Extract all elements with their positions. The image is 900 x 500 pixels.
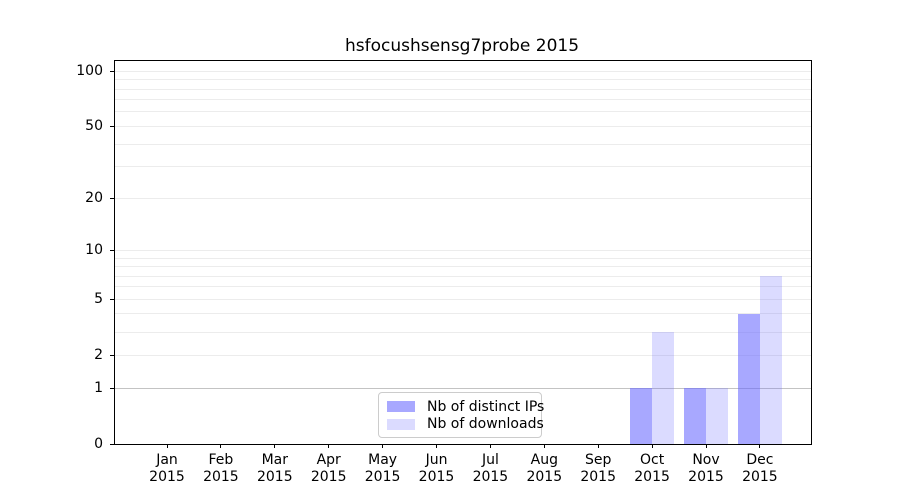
chart-title: hsfocushsensg7probe 2015 — [344, 36, 580, 56]
y-gridline — [115, 286, 811, 288]
y-tick-label: 50 — [85, 118, 103, 135]
y-tick-mark — [110, 125, 114, 127]
x-tick-label: Feb 2015 — [203, 452, 239, 485]
y-gridline — [115, 79, 811, 81]
legend-label: Nb of downloads — [427, 416, 544, 433]
x-tick-label: Oct 2015 — [634, 452, 670, 485]
legend-item: Nb of distinct IPs — [387, 398, 544, 416]
y-tick-label: 5 — [94, 291, 103, 308]
y-tick-mark — [110, 443, 114, 445]
bar-distinct-ips — [684, 388, 706, 444]
x-tick-mark — [382, 444, 384, 448]
y-gridline — [115, 266, 811, 267]
x-tick-label: Jul 2015 — [472, 452, 509, 485]
x-tick-mark — [489, 444, 491, 448]
x-tick-mark — [274, 444, 276, 448]
y-tick-mark — [110, 197, 114, 199]
x-tick-mark — [436, 444, 437, 448]
y-gridline — [115, 275, 811, 277]
y-gridline — [115, 197, 811, 199]
bar-downloads — [759, 276, 782, 444]
y-gridline — [115, 125, 811, 127]
y-gridline — [115, 143, 811, 145]
y-gridline — [115, 70, 811, 72]
x-tick-mark — [597, 444, 599, 448]
x-tick-mark — [166, 444, 168, 448]
y-tick-label: 100 — [76, 63, 103, 80]
y-tick-mark — [110, 298, 114, 300]
x-tick-mark — [759, 444, 761, 448]
legend: Nb of distinct IPs Nb of downloads — [378, 392, 544, 438]
x-tick-mark — [705, 444, 707, 448]
y-gridline — [115, 166, 811, 168]
legend-label: Nb of distinct IPs — [427, 398, 545, 415]
legend-item: Nb of downloads — [387, 416, 544, 434]
y-gridline — [115, 99, 811, 101]
y-tick-mark — [110, 354, 114, 356]
bar-distinct-ips — [630, 388, 653, 444]
x-tick-label: Aug 2015 — [526, 452, 563, 485]
bar-distinct-ips — [737, 313, 760, 444]
y-tick-label: 0 — [94, 436, 103, 452]
x-tick-label: Mar 2015 — [256, 452, 293, 485]
legend-swatch-distinct-ips — [387, 401, 415, 413]
y-tick-mark — [110, 387, 114, 389]
y-gridline — [115, 331, 811, 333]
y-gridline — [115, 354, 811, 356]
x-tick-label: Apr 2015 — [310, 452, 347, 485]
y-gridline — [115, 387, 811, 389]
y-gridline — [115, 298, 811, 300]
y-gridline — [115, 313, 811, 315]
x-tick-label: Sep 2015 — [580, 452, 616, 485]
x-tick-label: Jan 2015 — [149, 452, 185, 485]
x-tick-mark — [328, 444, 330, 448]
y-tick-label: 1 — [94, 380, 103, 396]
y-gridline — [115, 111, 811, 113]
plot-area: 0 1 2 5 10 20 50 100 Jan 2015 Feb 2015 Mar 2015 Apr 201… — [76, 60, 812, 485]
y-tick-mark — [110, 249, 114, 251]
x-tick-label: May 2015 — [364, 452, 401, 485]
y-gridline — [115, 257, 811, 259]
legend-swatch-downloads — [387, 418, 415, 430]
y-tick-label: 2 — [94, 347, 103, 364]
x-tick-label: Jun 2015 — [418, 452, 455, 485]
bar-downloads — [706, 388, 728, 444]
y-tick-mark — [110, 70, 114, 72]
x-tick-mark — [651, 444, 653, 448]
x-tick-mark — [543, 444, 545, 448]
y-tick-label: 20 — [85, 190, 103, 207]
bar-downloads — [652, 332, 675, 444]
x-tick-mark — [220, 444, 222, 448]
x-tick-label: Dec 2015 — [742, 452, 778, 485]
x-tick-label: Nov 2015 — [688, 452, 724, 485]
y-gridline — [115, 249, 811, 251]
y-tick-label: 10 — [85, 242, 103, 259]
y-gridline — [115, 88, 811, 90]
